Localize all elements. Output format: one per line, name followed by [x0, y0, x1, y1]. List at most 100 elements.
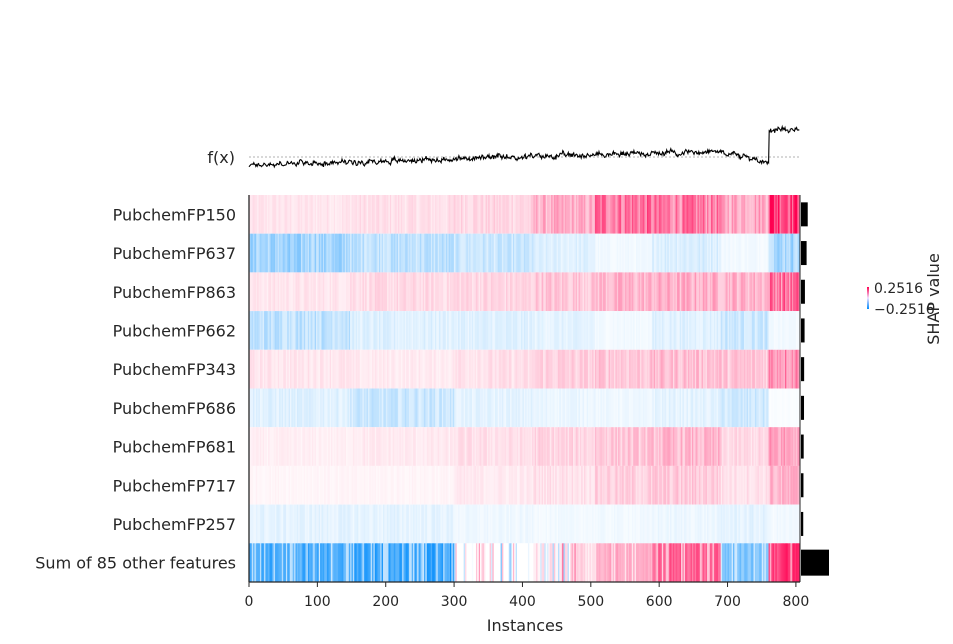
heatmap-cell — [523, 349, 526, 389]
heatmap-cell — [273, 427, 276, 466]
heatmap-cell — [250, 349, 253, 389]
heatmap-cell — [395, 504, 398, 544]
heatmap-cell — [671, 543, 674, 582]
heatmap-cell — [265, 349, 268, 389]
heatmap-cell — [367, 543, 370, 582]
heatmap-cell — [693, 349, 696, 389]
heatmap-cell — [741, 388, 743, 428]
heatmap-cell — [771, 504, 774, 544]
heatmap-cell — [783, 233, 786, 273]
heatmap-cell — [332, 233, 335, 273]
heatmap-cell — [497, 195, 500, 234]
heatmap-cell — [314, 195, 317, 234]
heatmap-cell — [615, 233, 618, 273]
heatmap-cell — [650, 504, 653, 544]
heatmap-cell — [255, 504, 258, 544]
heatmap-cell — [291, 349, 294, 389]
heatmap-cell — [563, 195, 566, 234]
heatmap-cell — [588, 427, 590, 466]
heatmap-cell — [261, 311, 264, 350]
heatmap-cell — [332, 388, 335, 428]
heatmap-cell — [697, 543, 700, 582]
heatmap-cell — [588, 388, 590, 428]
heatmap-cell — [641, 311, 644, 350]
heatmap-cell — [746, 388, 749, 428]
heatmap-cell — [556, 349, 559, 389]
heatmap-cell — [440, 427, 443, 466]
heatmap-cell — [311, 504, 314, 544]
heatmap-cell — [758, 504, 761, 544]
heatmap-cell — [478, 427, 481, 466]
heatmap-cell — [354, 195, 357, 234]
heatmap-cell — [577, 427, 579, 466]
heatmap-cell — [739, 349, 742, 389]
heatmap-cell — [530, 233, 533, 273]
heatmap-cell — [541, 504, 544, 544]
heatmap-cell — [626, 388, 629, 428]
heatmap-cell — [358, 427, 361, 466]
heatmap-cell — [292, 388, 295, 428]
feature-label: PubchemFP150 — [113, 205, 236, 224]
heatmap-cell — [471, 543, 474, 582]
heatmap-cell — [599, 388, 601, 428]
heatmap-cell — [514, 349, 517, 389]
heatmap-cell — [389, 543, 392, 582]
heatmap-cell — [724, 427, 727, 466]
heatmap-cell — [723, 349, 726, 389]
heatmap-cell — [500, 504, 503, 544]
heatmap-cell — [321, 272, 324, 312]
heatmap-cell — [459, 504, 462, 544]
heatmap-cell — [790, 388, 793, 428]
heatmap-cell — [335, 427, 337, 466]
heatmap-cell — [399, 543, 402, 582]
heatmap-row — [249, 465, 801, 505]
heatmap-cell — [783, 195, 786, 234]
heatmap-cell — [425, 388, 428, 428]
heatmap-cell — [615, 465, 618, 505]
heatmap-cell — [745, 272, 748, 312]
heatmap-cell — [735, 233, 738, 273]
heatmap-cell — [440, 543, 443, 582]
heatmap-cell — [465, 543, 467, 582]
heatmap-cell — [741, 504, 743, 544]
heatmap-cell — [429, 311, 432, 350]
heatmap-cell — [547, 427, 549, 466]
heatmap-cell — [262, 427, 265, 466]
heatmap-cell — [418, 465, 421, 505]
heatmap-cell — [380, 349, 383, 389]
heatmap-cell — [249, 504, 251, 544]
heatmap-cell — [451, 195, 454, 234]
heatmap-cell — [635, 349, 638, 389]
heatmap-cell — [679, 543, 682, 582]
heatmap-cell — [467, 311, 470, 350]
feature-label: PubchemFP717 — [113, 476, 236, 495]
heatmap-cell — [682, 272, 685, 312]
heatmap-cell — [328, 311, 331, 350]
heatmap-cell — [402, 543, 404, 582]
heatmap-cell — [325, 195, 328, 234]
colorbar-gradient — [867, 287, 869, 309]
heatmap-cell — [328, 388, 331, 428]
heatmap-cell — [712, 543, 715, 582]
heatmap-cell — [769, 543, 772, 582]
heatmap-cell — [410, 233, 413, 273]
heatmap-cell — [481, 465, 484, 505]
heatmap-cell — [558, 388, 560, 428]
heatmap-cell — [633, 272, 635, 312]
heatmap-cell — [465, 349, 467, 389]
heatmap-cell — [540, 388, 542, 428]
heatmap-cell — [563, 504, 566, 544]
heatmap-cell — [660, 427, 663, 466]
heatmap-cell — [351, 272, 354, 312]
heatmap-cell — [358, 388, 361, 428]
heatmap-cell — [324, 311, 326, 350]
heatmap-cell — [767, 195, 769, 234]
feature-label: PubchemFP681 — [113, 438, 236, 457]
heatmap-cell — [753, 543, 756, 582]
heatmap-cell — [722, 233, 724, 273]
heatmap-cell — [713, 427, 716, 466]
heatmap-cell — [436, 427, 439, 466]
heatmap-cell — [749, 427, 752, 466]
heatmap-cell — [497, 349, 500, 389]
heatmap-cell — [511, 311, 514, 350]
